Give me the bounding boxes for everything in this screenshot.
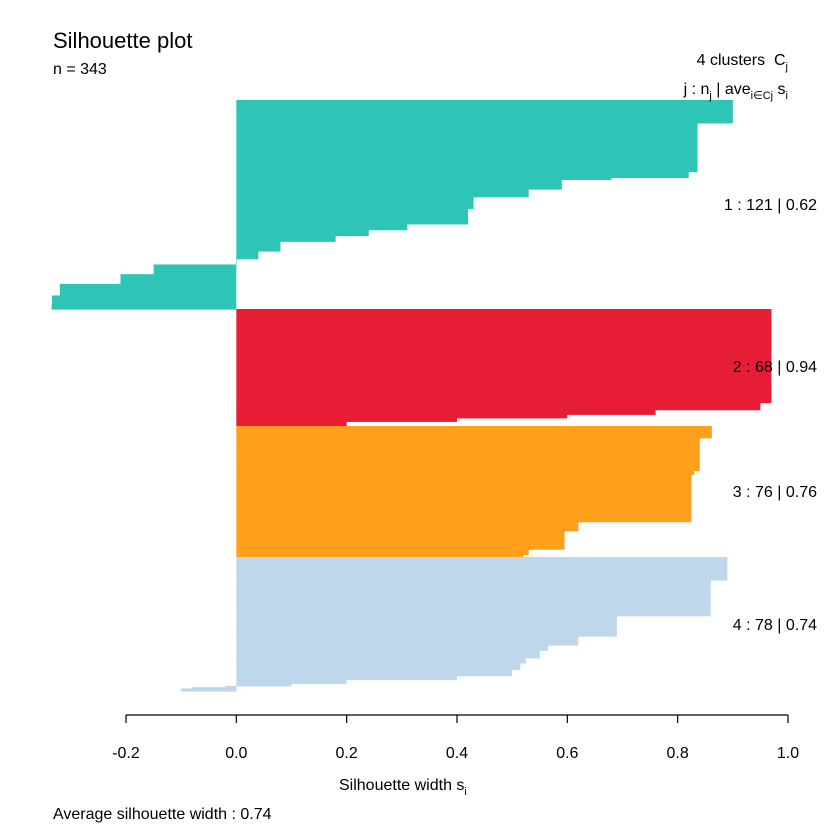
cluster-1-bar-19 — [51, 305, 237, 310]
cluster-4-bar-1 — [236, 557, 728, 581]
cluster-4-label: 4 : 78 | 0.74 — [732, 617, 817, 634]
cluster-1-bar-9 — [236, 223, 408, 231]
cluster-2-bar-2 — [236, 402, 761, 411]
cluster-4-bar-11 — [236, 679, 347, 684]
cluster-1-bar-14 — [236, 258, 237, 266]
cluster-4-bar-4 — [236, 636, 579, 646]
chart-title: Silhouette plot — [53, 28, 193, 53]
cluster-4-bar-12 — [236, 683, 292, 687]
clusters-symbol-sub: j — [785, 61, 788, 73]
n-label: n = 343 — [53, 61, 107, 78]
x-axis-label-sub: i — [464, 786, 467, 798]
header-ave: | ave — [711, 81, 751, 98]
cluster-3-bar-6 — [236, 530, 565, 550]
cluster-2-bar-1 — [236, 309, 772, 404]
cluster-3-bar-1 — [236, 426, 712, 439]
cluster-1-bar-10 — [236, 229, 369, 237]
average-silhouette-width: Average silhouette width : 0.74 — [53, 806, 272, 823]
cluster-3-bar-8 — [236, 554, 524, 558]
clusters-count: 4 clusters — [696, 52, 766, 69]
x-tick-label-2: 0.2 — [336, 745, 358, 762]
cluster-1-bar-17 — [59, 283, 237, 297]
cluster-4-bar-6 — [236, 650, 540, 659]
x-tick-label-0: -0.2 — [112, 745, 140, 762]
x-tick-label-1: 0.0 — [225, 745, 247, 762]
cluster-3-bar-2 — [236, 437, 700, 472]
cluster-4-bar-7 — [236, 657, 526, 664]
clusters-symbol: C — [773, 52, 786, 69]
cluster-4-bar-15 — [181, 688, 237, 692]
cluster-4-bar-5 — [236, 645, 549, 651]
x-axis-label: Silhouette width si — [339, 777, 467, 798]
cluster-3-label: 3 : 76 | 0.76 — [732, 484, 817, 501]
cluster-4-bar-8 — [236, 662, 521, 670]
x-axis: -0.2 0.0 0.2 0.4 0.6 0.8 1.0 — [112, 714, 799, 762]
header-s-sub: i — [785, 90, 788, 102]
cluster-3-bar-5 — [236, 521, 579, 532]
header-ave-sub: i∈Cj — [750, 90, 774, 102]
cluster-1-bar-3 — [236, 171, 689, 179]
header-j: j : n — [683, 81, 710, 98]
cluster-1-label: 1 : 121 | 0.62 — [723, 197, 817, 214]
cluster-2-bar-4 — [236, 414, 568, 419]
cluster-4-bar-9 — [236, 669, 513, 677]
cluster-1-bar-1 — [236, 100, 733, 124]
columns-header: j : nj | avei∈Cj si — [683, 81, 788, 102]
cluster-1-bar-7 — [236, 196, 474, 209]
x-tick-label-4: 0.6 — [556, 745, 578, 762]
cluster-1-bar-18 — [52, 295, 237, 306]
cluster-1-bar-13 — [236, 250, 259, 260]
x-axis-label-text: Silhouette width s — [339, 777, 465, 794]
cluster-2-bar-5 — [236, 417, 457, 422]
x-tick-label-6: 1.0 — [777, 745, 799, 762]
x-tick-label-5: 0.8 — [667, 745, 689, 762]
x-tick-label-3: 0.4 — [446, 745, 468, 762]
cluster-1-bar-11 — [236, 235, 336, 242]
cluster-2-label: 2 : 68 | 0.94 — [732, 359, 817, 376]
cluster-1-bar-2 — [236, 122, 698, 173]
cluster-1-bar-8 — [236, 208, 469, 225]
cluster-4-bar-3 — [236, 615, 617, 637]
cluster-4-bar-14 — [192, 687, 237, 690]
cluster-1-bar-6 — [236, 189, 529, 198]
cluster-1-bar-15 — [153, 264, 237, 275]
cluster-2-bar-3 — [236, 409, 656, 415]
cluster-3-bar-7 — [236, 549, 529, 555]
silhouette-bars — [51, 100, 772, 692]
cluster-1-bar-4 — [236, 177, 612, 180]
cluster-1-bar-5 — [236, 179, 562, 190]
cluster-3-bar-3 — [236, 470, 695, 476]
cluster-1-bar-12 — [236, 241, 281, 252]
clusters-header: 4 clusters Cj — [696, 52, 788, 73]
cluster-4-bar-10 — [236, 675, 457, 681]
cluster-4-bar-2 — [236, 579, 711, 617]
cluster-2-bar-6 — [236, 421, 347, 427]
cluster-4-bar-13 — [225, 685, 237, 688]
header-s: s — [777, 81, 786, 98]
header-j-sub: j — [709, 90, 712, 102]
cluster-3-bar-4 — [236, 474, 692, 523]
cluster-1-bar-16 — [120, 274, 237, 285]
